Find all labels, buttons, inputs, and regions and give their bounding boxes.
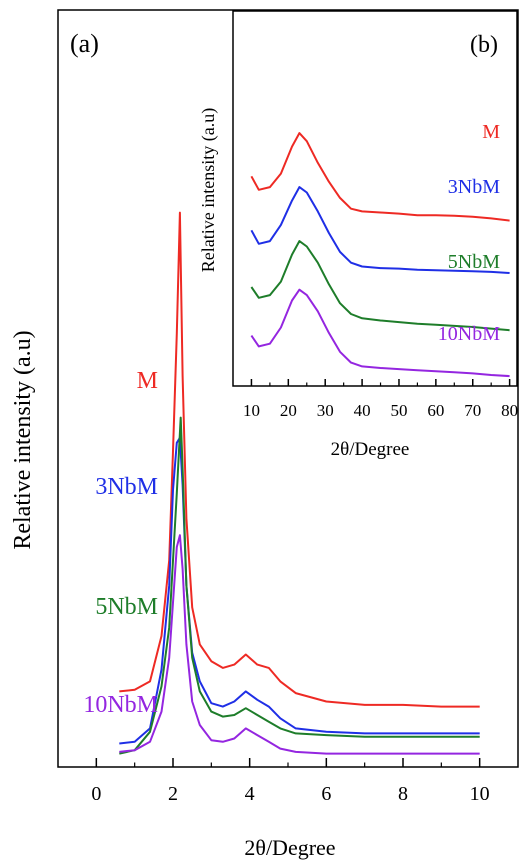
series-label-10NbM: 10NbM bbox=[438, 323, 500, 345]
series-line-10NbM bbox=[250, 288, 510, 378]
x-tick-label: 80 bbox=[501, 401, 518, 420]
x-tick-label: 30 bbox=[317, 401, 334, 420]
x-tick-label: 20 bbox=[280, 401, 297, 420]
x-tick-label: 60 bbox=[427, 401, 444, 420]
inset-y-axis-title: Relative intensity (a.u) bbox=[198, 108, 219, 272]
main-series-labels: M 3NbM 5NbM 10NbM bbox=[83, 368, 158, 718]
x-tick-label: 50 bbox=[390, 401, 407, 420]
series-label-M: M bbox=[482, 121, 500, 143]
inset-x-axis-title: 2θ/Degree bbox=[331, 439, 410, 460]
x-tick-label: 4 bbox=[245, 783, 255, 805]
series-label-M: M bbox=[137, 368, 158, 394]
inset-x-axis: 10 20 30 40 50 60 70 80 bbox=[243, 379, 518, 420]
series-line-3NbM bbox=[119, 436, 480, 745]
main-series-group bbox=[119, 211, 480, 755]
series-label-3NbM: 3NbM bbox=[448, 176, 500, 198]
series-line-3NbM bbox=[250, 186, 510, 274]
series-label-5NbM: 5NbM bbox=[448, 251, 500, 273]
main-x-axis-title: 2θ/Degree bbox=[244, 835, 335, 860]
x-tick-label: 10 bbox=[470, 783, 490, 805]
x-tick-label: 8 bbox=[398, 783, 408, 805]
inset-series-group bbox=[250, 132, 510, 378]
x-tick-label: 2 bbox=[168, 783, 178, 805]
series-label-10NbM: 10NbM bbox=[83, 692, 158, 718]
x-tick-label: 70 bbox=[464, 401, 481, 420]
inset-series-labels: M 3NbM 5NbM 10NbM bbox=[438, 121, 500, 345]
series-label-3NbM: 3NbM bbox=[95, 474, 158, 500]
main-panel-label: (a) bbox=[70, 29, 99, 58]
main-y-axis-title: Relative intensity (a.u) bbox=[10, 330, 36, 549]
inset-plot-frame bbox=[232, 10, 518, 387]
series-line-5NbM bbox=[250, 240, 510, 332]
inset-panel-label: (b) bbox=[470, 32, 498, 58]
x-tick-label: 40 bbox=[354, 401, 371, 420]
main-x-axis: 0 2 4 6 8 10 bbox=[91, 758, 490, 805]
series-line-M bbox=[250, 132, 510, 222]
series-line-5NbM bbox=[119, 416, 480, 755]
series-label-5NbM: 5NbM bbox=[95, 594, 158, 620]
series-line-10NbM bbox=[119, 534, 480, 755]
x-tick-label: 0 bbox=[91, 783, 101, 805]
x-tick-label: 10 bbox=[243, 401, 260, 420]
x-tick-label: 6 bbox=[321, 783, 331, 805]
